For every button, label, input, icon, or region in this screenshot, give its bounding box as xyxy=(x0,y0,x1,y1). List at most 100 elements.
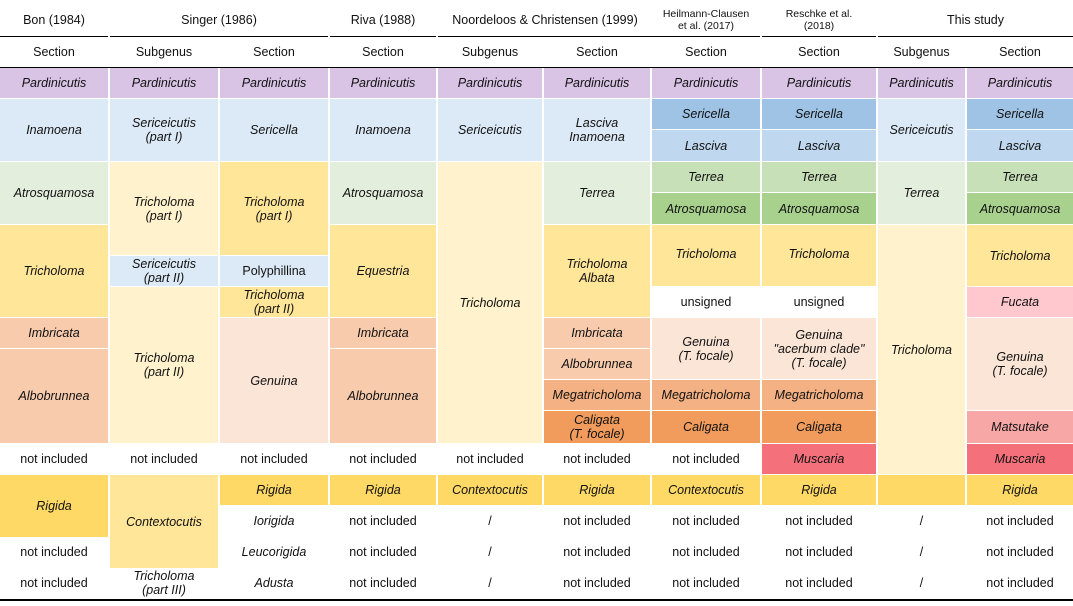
cell: Terrea xyxy=(878,162,965,224)
cell: not included xyxy=(672,514,740,528)
cell: not included xyxy=(349,576,417,590)
cell: Muscaria xyxy=(967,444,1073,474)
cell: Caligata xyxy=(652,411,760,443)
cell: Contextocutis xyxy=(110,475,218,568)
rank-col-9: Subgenus xyxy=(893,45,950,59)
cell: Muscaria xyxy=(762,444,876,474)
cell: Matsutake xyxy=(967,411,1073,443)
cell: Terrea xyxy=(652,162,760,192)
cell: not included xyxy=(20,452,88,466)
cell: Pardinicutis xyxy=(878,68,965,98)
cell xyxy=(110,225,218,255)
rank-col-2: Subgenus xyxy=(135,45,193,59)
cell: Tricholoma (part II) xyxy=(220,287,328,317)
cell: / xyxy=(919,576,924,590)
cell: not included xyxy=(130,452,198,466)
rank-col-8: Section xyxy=(798,45,840,59)
cell: Pardinicutis xyxy=(967,68,1073,98)
rank-col-7: Section xyxy=(685,45,727,59)
cell: not included xyxy=(986,545,1054,559)
cell: not included xyxy=(986,514,1054,528)
cell: Terrea xyxy=(544,162,650,224)
cell: Tricholoma Albata xyxy=(544,225,650,317)
cell: Tricholoma xyxy=(0,225,108,317)
cell: Sericella xyxy=(220,99,328,161)
cell: Pardinicutis xyxy=(330,68,436,98)
cell: Rigida xyxy=(0,475,108,537)
cell: Megatricholoma xyxy=(762,380,876,410)
cell: not included xyxy=(785,576,853,590)
cell: not included xyxy=(986,576,1054,590)
cell xyxy=(878,475,965,505)
cell: Rigida xyxy=(544,475,650,505)
header-bon: Bon (1984) xyxy=(23,13,85,27)
cell: Lasciva xyxy=(967,130,1073,161)
cell: Rigida xyxy=(967,475,1073,505)
cell: Tricholoma xyxy=(878,225,965,474)
rank-col-5: Subgenus xyxy=(461,45,519,59)
cell: Pardinicutis xyxy=(544,68,650,98)
cell: not included xyxy=(349,514,417,528)
cell: / xyxy=(488,545,492,559)
cell: Lasciva xyxy=(652,130,760,161)
cell: not included xyxy=(785,545,853,559)
cell: Contextocutis xyxy=(652,475,760,505)
rank-col-1: Section xyxy=(33,45,75,59)
cell: Tricholoma xyxy=(438,162,542,443)
cell: Imbricata xyxy=(544,318,650,348)
cell: Pardinicutis xyxy=(652,68,760,98)
cell: Contextocutis xyxy=(438,475,542,505)
cell: Imbricata xyxy=(0,318,108,348)
cell: Sericella xyxy=(762,99,876,129)
cell: Genuina "acerbum clade" (T. focale) xyxy=(762,318,876,379)
cell: Caligata xyxy=(762,411,876,443)
cell: Equestria xyxy=(330,225,436,317)
cell: Sericella xyxy=(652,99,760,129)
cell: not included xyxy=(20,576,88,590)
cell: Leucorigida xyxy=(241,545,307,559)
cell: Polyphillina xyxy=(220,256,328,286)
cell: not included xyxy=(563,545,631,559)
cell: Sericeicutis (part I) xyxy=(110,99,218,161)
header-riva: Riva (1988) xyxy=(350,13,416,27)
bottom-rule xyxy=(0,599,1073,601)
cell: Fucata xyxy=(967,287,1073,317)
cell: not included xyxy=(672,545,740,559)
cell: Inamoena xyxy=(330,99,436,161)
cell: Rigida xyxy=(762,475,876,505)
header-noordeloos: Noordeloos & Christensen (1999) xyxy=(452,13,638,27)
cell: not included xyxy=(349,452,417,466)
cell: Tricholoma xyxy=(652,225,760,286)
cell: Albobrunnea xyxy=(0,349,108,443)
cell: Rigida xyxy=(330,475,436,505)
cell: Tricholoma (part I) xyxy=(220,162,328,255)
header-singer: Singer (1986) xyxy=(181,13,257,27)
cell: unsigned xyxy=(652,287,760,317)
cell: not included xyxy=(563,452,631,466)
cell: Megatricholoma xyxy=(544,380,650,410)
cell: Lasciva Inamoena xyxy=(544,99,650,161)
header-reschke: Reschke et al. (2018) xyxy=(785,8,853,32)
cell: Sericeicutis xyxy=(878,99,965,161)
cell: Imbricata xyxy=(330,318,436,348)
cell: not included xyxy=(456,452,524,466)
header-heilmann: Heilmann-Clausen et al. (2017) xyxy=(662,8,750,32)
cell: not included xyxy=(563,514,631,528)
cell: Atrosquamosa xyxy=(0,162,108,224)
rank-col-3: Section xyxy=(253,45,295,59)
cell: Tricholoma (part II) xyxy=(110,287,218,443)
cell: Genuina (T. focale) xyxy=(967,318,1073,410)
cell: Iorigida xyxy=(253,514,295,528)
rank-col-6: Section xyxy=(576,45,618,59)
cell: Tricholoma xyxy=(967,225,1073,286)
cell: not included xyxy=(349,545,417,559)
cell: Terrea xyxy=(967,162,1073,192)
cell: Albobrunnea xyxy=(544,349,650,379)
cell: Megatricholoma xyxy=(652,380,760,410)
cell: Atrosquamosa xyxy=(652,193,760,224)
cell: Pardinicutis xyxy=(0,68,108,98)
cell: Pardinicutis xyxy=(220,68,328,98)
rank-col-4: Section xyxy=(362,45,404,59)
cell: Atrosquamosa xyxy=(967,193,1073,224)
